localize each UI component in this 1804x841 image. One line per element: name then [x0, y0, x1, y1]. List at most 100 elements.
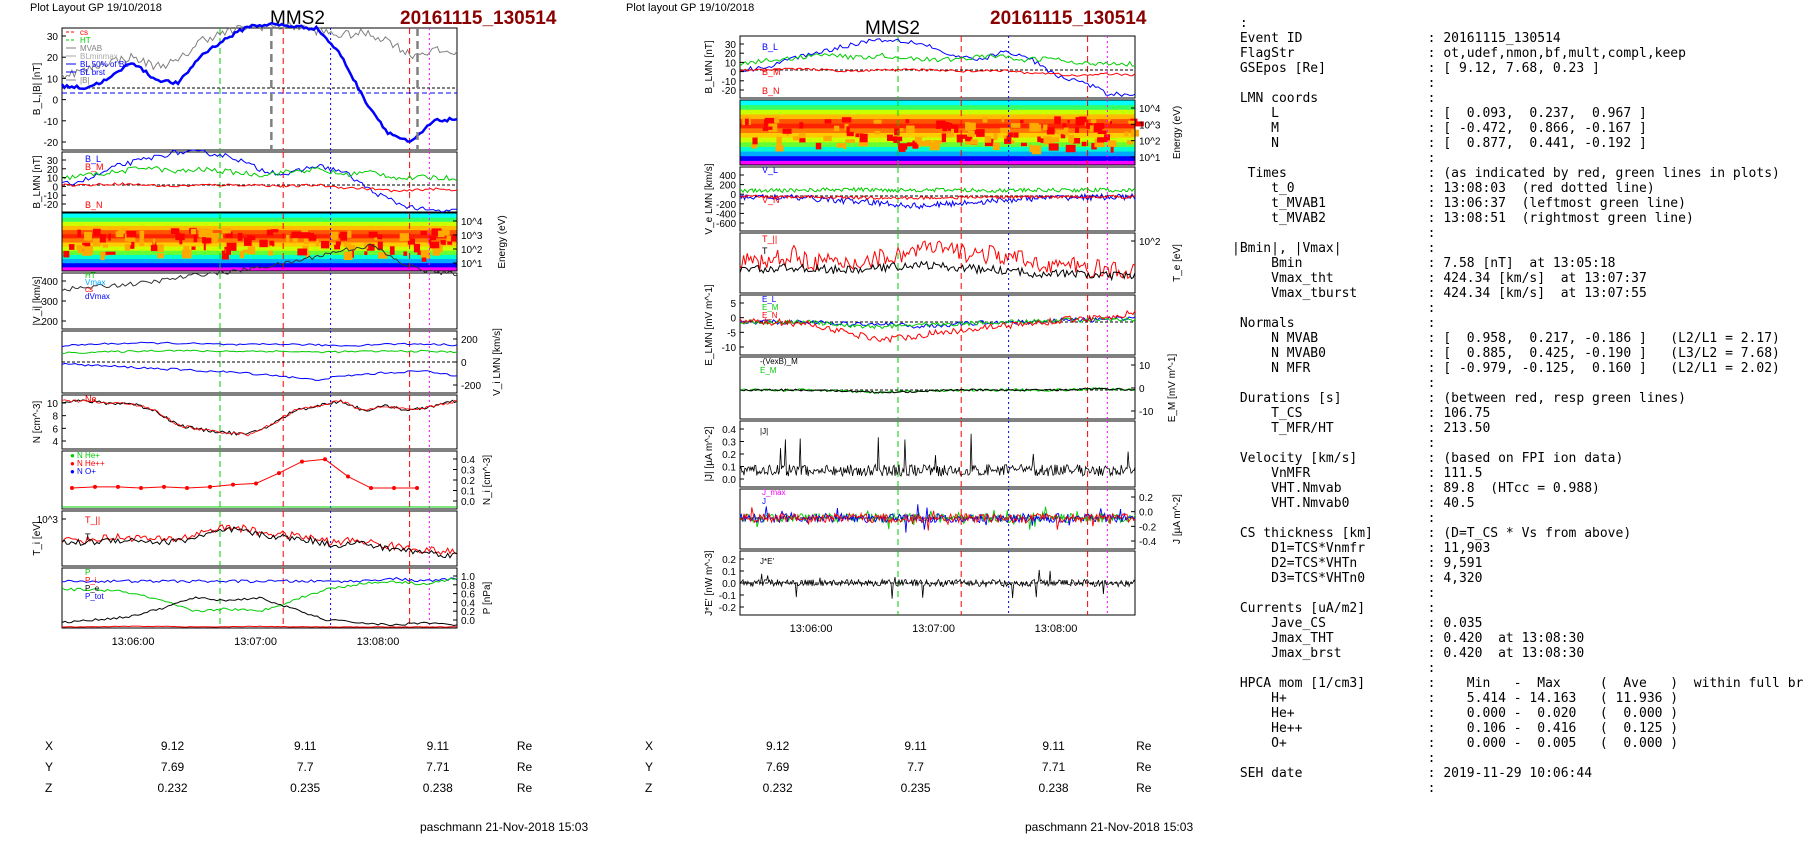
spectrogram-blob	[846, 126, 850, 134]
position-axis-label: X	[45, 738, 54, 753]
spectrogram-blob	[762, 127, 772, 131]
info-line: Velocity [km/s] : (based on FPI ion data…	[1232, 451, 1624, 466]
position-unit: Re	[516, 780, 533, 795]
info-line: H+ : 5.414 - 14.163 ( 11.936 )	[1232, 691, 1679, 706]
legend-label: HT	[80, 36, 91, 45]
spectrogram-blob	[218, 234, 224, 239]
left-series-Pe	[61, 596, 458, 627]
spectrogram-frame	[739, 99, 1136, 166]
spectrogram-blob	[203, 242, 206, 251]
spectrogram-blob	[420, 230, 427, 236]
series-label: B_N	[85, 200, 103, 210]
spectrogram-blob	[764, 117, 775, 126]
info-line: D2=TCS*VHTn : 9,591	[1232, 556, 1483, 571]
mid-p8-tick: 0.2	[1139, 493, 1153, 504]
left-p9-tick: 0.4	[461, 598, 475, 609]
mid-p8-tick: 0.0	[1139, 508, 1153, 519]
info-line: :	[1232, 151, 1436, 166]
spectrogram-blob	[102, 244, 108, 248]
spectrogram-band	[62, 246, 457, 251]
spectrogram-blob	[968, 130, 975, 137]
position-value: 9.11	[426, 738, 450, 753]
spectrogram-blob	[1010, 123, 1021, 128]
mid-p2-tick: 10^4	[1139, 104, 1161, 115]
left-position-table: X 9.12 9.11 9.11 Re Y 7.69 7.7 7.71 Re Z 0.232 0.235…	[45, 735, 545, 798]
info-line: N MVAB0 : [ 0.885, 0.425, -0.190 ] (L3/L…	[1232, 346, 1780, 361]
legend-label: ● N He+	[70, 451, 100, 460]
spectrogram-blob	[1134, 121, 1144, 127]
info-line: Jave_CS : 0.035	[1232, 616, 1483, 631]
spectrogram-blob	[846, 131, 854, 137]
spectrogram-blob	[1107, 117, 1111, 123]
mid-p7-tick: 0.1	[722, 463, 736, 474]
position-value: 0.235	[290, 780, 321, 795]
left-p2-tick: 20	[47, 165, 59, 176]
spectrogram-band	[62, 233, 457, 239]
left-p9-tick: 0.2	[461, 607, 475, 618]
spectrogram-blob	[153, 238, 156, 245]
middle-p1-frame	[739, 35, 1136, 99]
mid-p9-tick: 0.0	[722, 579, 736, 590]
spectrogram-blob	[437, 230, 445, 238]
left-series-Tpar	[61, 524, 458, 556]
left-figure: Plot Layout GP 19/10/2018 MMS2 20161115_…	[0, 0, 620, 841]
mid-p2-ylabel: Energy (eV)	[1172, 106, 1183, 159]
info-line: D1=TCS*Vnmfr : 11,903	[1232, 541, 1491, 556]
spectrogram-blob	[751, 143, 757, 149]
info-line: VHT.Nmvab0 : 40.5	[1232, 496, 1475, 511]
spectrogram-blob	[115, 231, 124, 238]
spectrogram-blob	[1093, 125, 1103, 133]
spectrogram-blob	[1067, 119, 1070, 124]
spectrogram-blob	[1020, 119, 1024, 124]
left-p7-tick: 0.4	[461, 455, 475, 466]
spectrogram-blob	[841, 117, 852, 123]
mid-p5-tick: -5	[727, 328, 736, 339]
spectrogram-blob	[268, 250, 273, 256]
spectrogram-blob	[181, 249, 192, 259]
spectrogram-blob	[1090, 119, 1097, 124]
position-value: 9.12	[160, 738, 185, 753]
spectrogram-blob	[105, 251, 116, 255]
spectrogram-band	[62, 258, 457, 264]
mid-p5-tick: -10	[722, 343, 737, 354]
spectrogram-blob	[99, 234, 106, 243]
position-unit: Re	[1136, 759, 1152, 774]
data-point	[369, 486, 373, 491]
legend-label: ● N He++	[70, 459, 105, 468]
spectrogram-blob	[429, 241, 440, 249]
spectrogram-blob	[899, 128, 904, 132]
mid-series-BM	[739, 52, 1136, 67]
middle-p7-frame	[739, 420, 1136, 488]
data-point	[300, 459, 304, 464]
mid-p5-tick: 0	[730, 314, 736, 325]
left-p1-tick: 30	[47, 32, 59, 43]
spectrogram-blob	[906, 125, 915, 134]
left-series-Pi	[61, 577, 458, 613]
spectrogram-blob	[1001, 116, 1005, 123]
spectrogram-blob	[399, 233, 410, 241]
legend-label: ● N O+	[70, 467, 96, 476]
left-p3-ylabel: Energy (eV)	[497, 215, 508, 268]
spectrogram-blob	[128, 245, 134, 249]
position-unit: Re	[1136, 780, 1152, 795]
spectrogram-blob	[1091, 142, 1097, 150]
series-label: B_L	[762, 42, 778, 52]
mid-p1-tick: 0	[730, 68, 736, 79]
spectrogram-blob	[859, 133, 868, 143]
spectrogram-blob	[366, 243, 375, 251]
info-line: :	[1232, 76, 1436, 91]
spectrogram-blob	[364, 251, 368, 255]
spectrogram-blob	[1097, 137, 1105, 143]
middle-p3-frame	[739, 166, 1136, 232]
left-p5-tick: 0	[461, 358, 467, 369]
info-line: t_MVAB2 : 13:08:51 (rightmost green line…	[1232, 211, 1694, 226]
position-value: 0.232	[762, 780, 793, 795]
mid-p9-tick: 0.1	[722, 567, 736, 578]
info-line: VHT.Nmvab : 89.8 (HTcc = 0.988)	[1232, 481, 1600, 496]
mid-p2-tick: 10^1	[1139, 153, 1161, 164]
info-line: Vmax_tburst : 424.34 [km/s] at 13:07:55	[1232, 286, 1647, 301]
left-p6-tick: 10	[47, 399, 59, 410]
left-p9-frame	[61, 567, 458, 629]
mid-p4-tick: 10^2	[1139, 237, 1161, 248]
data-point	[139, 486, 143, 491]
